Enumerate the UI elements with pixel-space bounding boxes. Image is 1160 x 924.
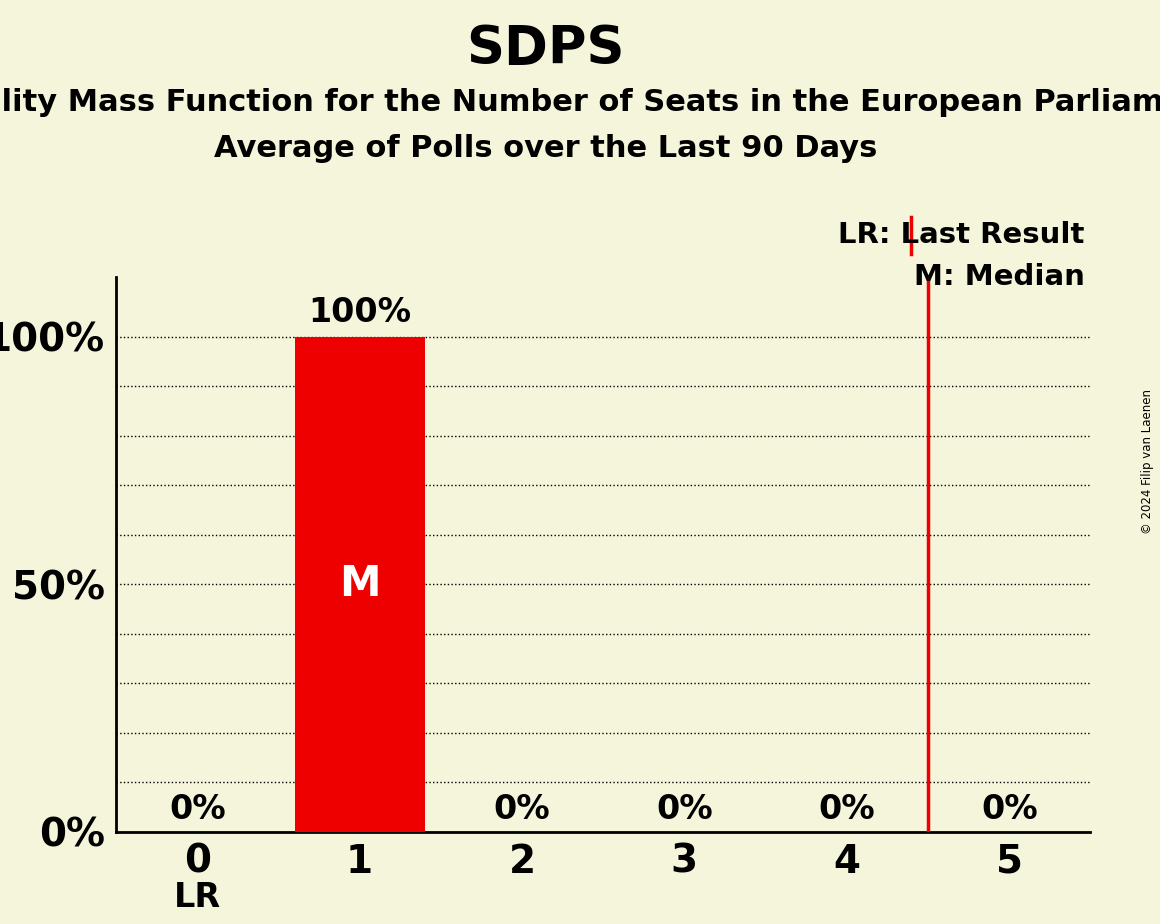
- Text: © 2024 Filip van Laenen: © 2024 Filip van Laenen: [1141, 390, 1154, 534]
- Text: Probability Mass Function for the Number of Seats in the European Parliament: Probability Mass Function for the Number…: [0, 88, 1160, 116]
- Text: M: Median: M: Median: [914, 263, 1085, 291]
- Text: Average of Polls over the Last 90 Days: Average of Polls over the Last 90 Days: [213, 134, 877, 163]
- Text: SDPS: SDPS: [466, 23, 624, 75]
- Text: 0%: 0%: [981, 793, 1037, 826]
- Text: 0%: 0%: [494, 793, 550, 826]
- Text: 100%: 100%: [309, 297, 411, 329]
- Text: LR: Last Result: LR: Last Result: [839, 222, 1085, 249]
- Text: 0%: 0%: [819, 793, 875, 826]
- Text: LR: LR: [174, 881, 220, 914]
- Text: M: M: [339, 563, 380, 605]
- Text: 0%: 0%: [169, 793, 225, 826]
- Bar: [295, 336, 425, 832]
- Text: 0%: 0%: [657, 793, 712, 826]
